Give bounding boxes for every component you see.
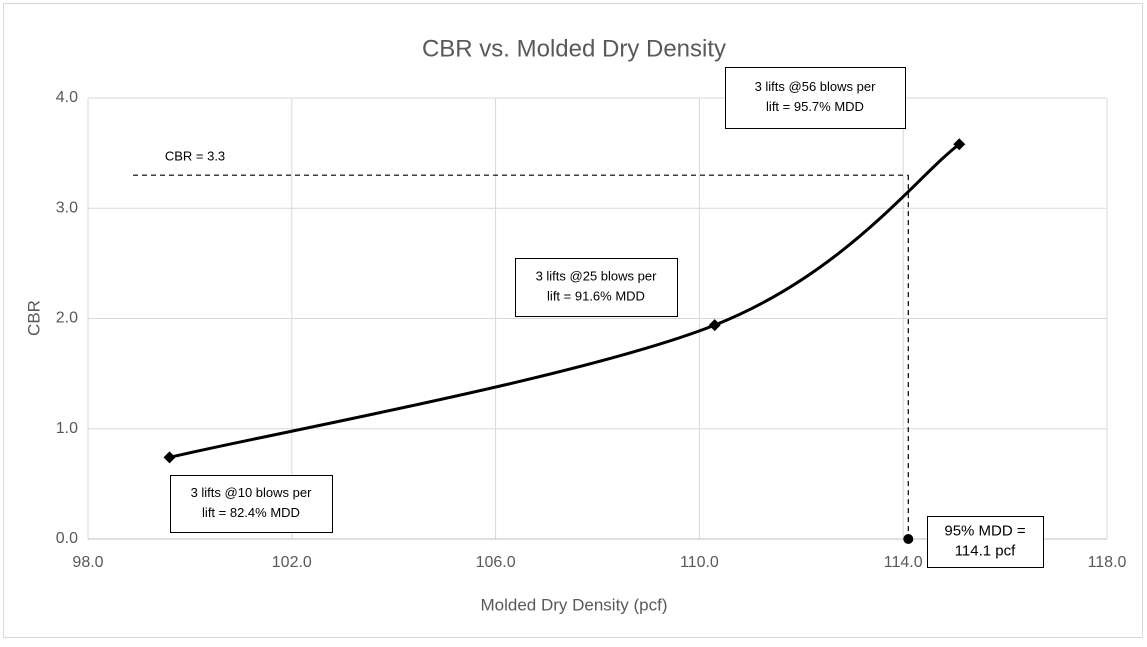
chart-title: CBR vs. Molded Dry Density — [422, 35, 726, 62]
x-tick-label: 98.0 — [72, 554, 103, 571]
y-tick-label: 4.0 — [56, 89, 78, 106]
annotation-text: lift = 91.6% MDD — [547, 288, 645, 303]
x-tick-label: 102.0 — [272, 554, 312, 571]
y-tick-label: 2.0 — [56, 310, 78, 327]
annotation-text: 3 lifts @10 blows per — [191, 485, 313, 500]
x-tick-label: 118.0 — [1088, 554, 1127, 571]
annotation-box — [170, 475, 333, 533]
x-tick-label: 114.0 — [884, 554, 923, 571]
line — [169, 143, 961, 459]
x-tick-label: 106.0 — [476, 554, 516, 571]
point — [708, 319, 721, 332]
annotation-text: CBR = 3.3 — [165, 148, 225, 163]
annotation-box — [927, 516, 1044, 568]
x-tick-label: 110.0 — [680, 554, 719, 571]
y-axis-title: CBR — [24, 300, 43, 336]
annotation-text: 95% MDD = — [944, 522, 1026, 539]
y-tick-label: 0.0 — [56, 530, 78, 547]
annotation-box — [725, 67, 906, 129]
annotation-text: lift = 82.4% MDD — [202, 505, 300, 520]
annotation-text: 3 lifts @56 blows per — [755, 79, 877, 94]
annotation-text: 3 lifts @25 blows per — [536, 268, 658, 283]
annotation-text: lift = 95.7% MDD — [766, 99, 864, 114]
point — [953, 138, 966, 151]
guide-point — [903, 534, 914, 544]
annotation-box — [515, 258, 678, 317]
x-axis-title: Molded Dry Density (pcf) — [480, 595, 667, 614]
annotation-text: 114.1 pcf — [955, 542, 1016, 559]
y-tick-label: 3.0 — [56, 199, 78, 216]
y-tick-label: 1.0 — [56, 420, 78, 437]
point — [163, 451, 176, 464]
